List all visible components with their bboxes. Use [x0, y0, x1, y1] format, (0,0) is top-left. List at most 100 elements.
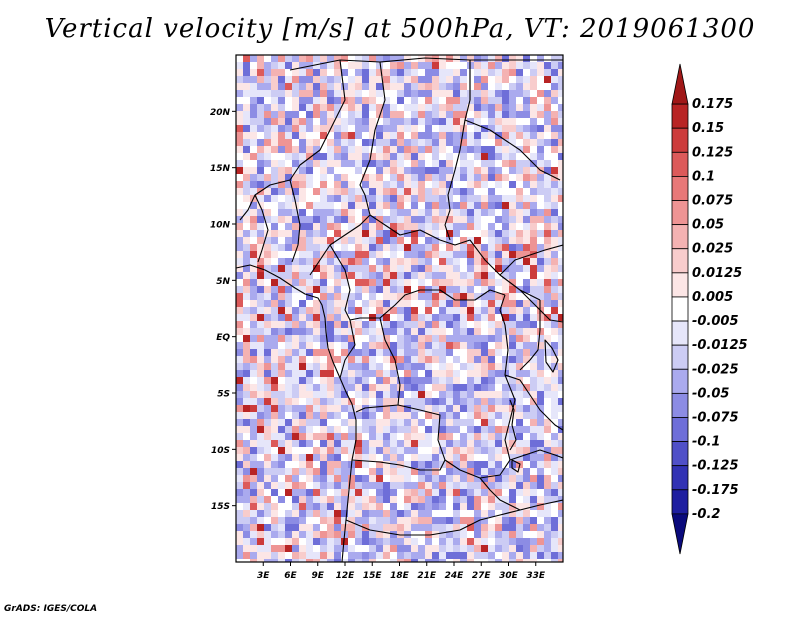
field-cell [355, 342, 363, 350]
field-cell [320, 209, 328, 217]
field-cell [334, 363, 342, 371]
colorbar-swatch [671, 224, 689, 250]
field-cell [278, 265, 286, 273]
field-cell [299, 384, 307, 392]
field-cell [397, 202, 405, 210]
field-cell [348, 349, 356, 357]
field-cell [285, 356, 293, 364]
field-cell [509, 244, 517, 252]
field-cell [544, 461, 552, 469]
field-cell [460, 160, 468, 168]
field-cell [327, 118, 335, 126]
field-cell [481, 188, 489, 196]
field-cell [439, 307, 447, 315]
field-cell [250, 62, 258, 70]
field-cell [306, 468, 314, 476]
field-cell [509, 188, 517, 196]
field-cell [495, 83, 503, 91]
field-cell [516, 405, 524, 413]
field-cell [320, 174, 328, 182]
field-cell [348, 468, 356, 476]
field-cell [551, 111, 559, 119]
field-cell [257, 146, 265, 154]
field-cell [376, 559, 384, 562]
field-cell [446, 146, 454, 154]
field-cell [285, 461, 293, 469]
field-cell [299, 118, 307, 126]
field-cell [250, 300, 258, 308]
field-cell [362, 181, 370, 189]
field-cell [306, 69, 314, 77]
field-cell [425, 104, 433, 112]
field-cell [509, 349, 517, 357]
field-cell [432, 468, 440, 476]
field-cell [313, 188, 321, 196]
field-cell [264, 328, 272, 336]
field-cell [425, 244, 433, 252]
field-cell [411, 461, 419, 469]
field-cell [495, 524, 503, 532]
field-cell [341, 482, 349, 490]
field-cell [292, 321, 300, 329]
field-cell [334, 237, 342, 245]
field-cell [404, 559, 412, 562]
field-cell [313, 475, 321, 483]
field-cell [551, 510, 559, 518]
field-cell [523, 104, 531, 112]
field-cell [502, 391, 510, 399]
field-cell [446, 524, 454, 532]
field-cell [509, 125, 517, 133]
field-cell [551, 447, 559, 455]
field-cell [516, 419, 524, 427]
field-cell [285, 132, 293, 140]
field-cell [495, 454, 503, 462]
field-cell [446, 321, 454, 329]
field-cell [530, 258, 538, 266]
field-cell [292, 356, 300, 364]
field-cell [362, 482, 370, 490]
field-cell [488, 468, 496, 476]
field-cell [544, 559, 552, 562]
field-cell [243, 244, 251, 252]
field-cell [551, 314, 559, 322]
field-cell [376, 405, 384, 413]
field-cell [341, 461, 349, 469]
field-cell [285, 69, 293, 77]
field-cell [495, 286, 503, 294]
field-cell [243, 181, 251, 189]
field-cell [558, 468, 563, 476]
field-cell [397, 475, 405, 483]
field-cell [439, 286, 447, 294]
field-cell [271, 258, 279, 266]
field-cell [313, 174, 321, 182]
field-cell [327, 545, 335, 553]
field-cell [369, 335, 377, 343]
field-cell [306, 314, 314, 322]
field-cell [558, 482, 563, 490]
field-cell [327, 314, 335, 322]
field-cell [530, 398, 538, 406]
field-cell [355, 237, 363, 245]
field-cell [306, 300, 314, 308]
field-cell [411, 69, 419, 77]
field-cell [320, 356, 328, 364]
field-cell [516, 69, 524, 77]
field-cell [355, 405, 363, 413]
field-cell [348, 496, 356, 504]
field-cell [418, 237, 426, 245]
field-cell [299, 272, 307, 280]
field-cell [320, 531, 328, 539]
field-cell [530, 552, 538, 560]
field-cell [481, 370, 489, 378]
field-cell [285, 202, 293, 210]
field-cell [446, 412, 454, 420]
field-cell [250, 482, 258, 490]
field-cell [474, 62, 482, 70]
field-cell [446, 475, 454, 483]
field-cell [488, 265, 496, 273]
field-cell [257, 230, 265, 238]
field-cell [516, 468, 524, 476]
field-cell [558, 300, 563, 308]
field-cell [348, 265, 356, 273]
field-cell [376, 489, 384, 497]
